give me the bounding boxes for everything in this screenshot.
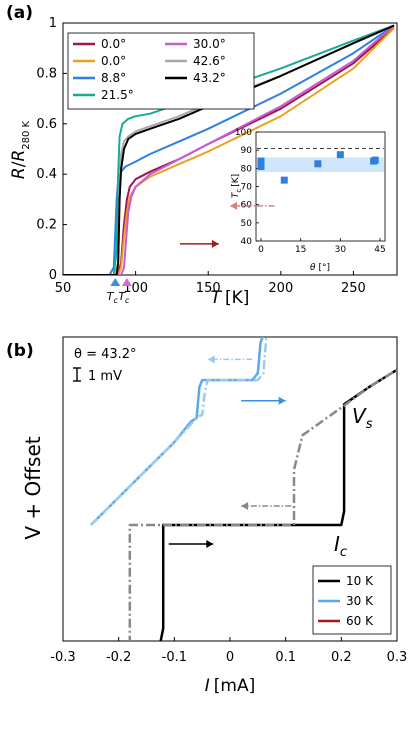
sweep-arrow-head <box>241 502 249 511</box>
x-tick-label: 0 <box>226 650 234 665</box>
legend-label: 0.0° <box>101 37 126 51</box>
legend-label: 21.5° <box>101 88 134 102</box>
y-tick-label: 0.4 <box>36 167 57 182</box>
panel-a-label: (a) <box>6 3 33 23</box>
panel-a-ylabel: R/R280 K <box>9 120 32 179</box>
inset-ylabel: Tc[K] <box>231 174 243 198</box>
inset-point <box>257 163 265 171</box>
panel-a-legend-entries: 0.0° 0.0° 8.8° 21.5° 30.0° 42.6° 43.2° <box>73 37 226 102</box>
vs-annotation: Vs <box>352 404 373 432</box>
inset-y-tick-label: 100 <box>235 128 252 138</box>
tc-marker-label: Tc <box>107 290 119 305</box>
legend-label: 8.8° <box>101 71 126 85</box>
series-line <box>89 337 270 526</box>
x-tick-label: 150 <box>196 281 221 296</box>
inset-x-tick-label: 30 <box>335 245 347 255</box>
x-tick-label: 250 <box>341 281 366 296</box>
x-tick-label: 200 <box>268 281 293 296</box>
inset-point <box>336 151 344 159</box>
tc-marker-label: Tc <box>118 290 130 305</box>
series-line <box>159 368 397 641</box>
panel-a-tc-markers: Tc Tc <box>107 278 132 305</box>
panel-b-series <box>89 337 397 641</box>
inset-y-tick-label: 50 <box>241 219 253 229</box>
inset-point <box>371 156 379 164</box>
panel-b-arrows <box>168 201 292 548</box>
y-tick-label: 0.6 <box>36 117 57 132</box>
inset-y-tick-label: 80 <box>241 164 253 174</box>
scale-bar-label: 1 mV <box>88 369 122 384</box>
sweep-arrow-head <box>230 201 237 210</box>
sweep-arrow-head <box>207 355 215 364</box>
panel-a-xlabel: T [K] <box>211 288 250 308</box>
inset-x-tick-label: 45 <box>374 245 385 255</box>
series-line <box>63 24 395 275</box>
x-tick-label: 0.2 <box>331 650 352 665</box>
inset-y-tick-label: 90 <box>241 146 253 156</box>
x-tick-label: -0.2 <box>106 650 131 665</box>
inset-point <box>314 160 322 168</box>
tc-marker <box>110 278 121 286</box>
y-tick-label: 0.2 <box>36 218 57 233</box>
panel-a-series <box>63 24 395 275</box>
panel-a-legend <box>67 32 255 110</box>
x-tick-label: 50 <box>55 281 72 296</box>
x-tick-label: 0.1 <box>275 650 296 665</box>
ic-annotation: Ic <box>334 532 347 560</box>
sweep-arrow-head <box>206 539 214 548</box>
inset-point <box>280 176 288 184</box>
inset-y-tick-label: 40 <box>241 237 253 247</box>
legend-label: 30.0° <box>193 37 226 51</box>
inset-x-tick-label: 15 <box>295 245 306 255</box>
tc-marker <box>121 278 132 286</box>
panel-b-legend-entries: 10 K 30 K 60 K <box>318 574 374 628</box>
legend-label: 43.2° <box>193 71 226 85</box>
series-line <box>63 24 395 275</box>
y-tick-label: 0 <box>49 268 57 283</box>
panel-b-ticks <box>62 637 398 641</box>
series-line <box>63 24 395 275</box>
panel-b-xlabel: I [mA] <box>205 676 255 696</box>
x-tick-label: -0.3 <box>50 650 75 665</box>
legend-label: 0.0° <box>101 54 126 68</box>
inset-point <box>257 157 265 165</box>
legend-label: 30 K <box>346 594 374 608</box>
x-tick-label: -0.1 <box>162 650 187 665</box>
panel-a-ytick-labels: 0 0.2 0.4 0.6 0.8 1 <box>36 16 57 283</box>
legend-label: 10 K <box>346 574 374 588</box>
inset-axes <box>255 131 386 242</box>
y-tick-label: 0.8 <box>36 66 57 81</box>
inset-xlabel: θ [°] <box>310 263 330 273</box>
sweep-arrow-head <box>278 396 286 405</box>
panel-b-xtick-labels: -0.3 -0.2 -0.1 0 0.1 0.2 0.3 <box>50 650 407 665</box>
inset-y-tick-label: 70 <box>241 183 253 193</box>
panel-b-label: (b) <box>6 341 34 361</box>
panel-b-ylabel: V + Offset <box>21 436 45 539</box>
legend-label: 42.6° <box>193 54 226 68</box>
y-tick-label: 1 <box>49 16 57 31</box>
inset-x-tick-label: 0 <box>258 245 264 255</box>
angle-annotation: θ = 43.2° <box>74 347 137 362</box>
x-tick-label: 0.3 <box>387 650 408 665</box>
scale-bar <box>73 367 81 382</box>
legend-label: 60 K <box>346 614 374 628</box>
sweep-arrow-head <box>211 239 219 248</box>
